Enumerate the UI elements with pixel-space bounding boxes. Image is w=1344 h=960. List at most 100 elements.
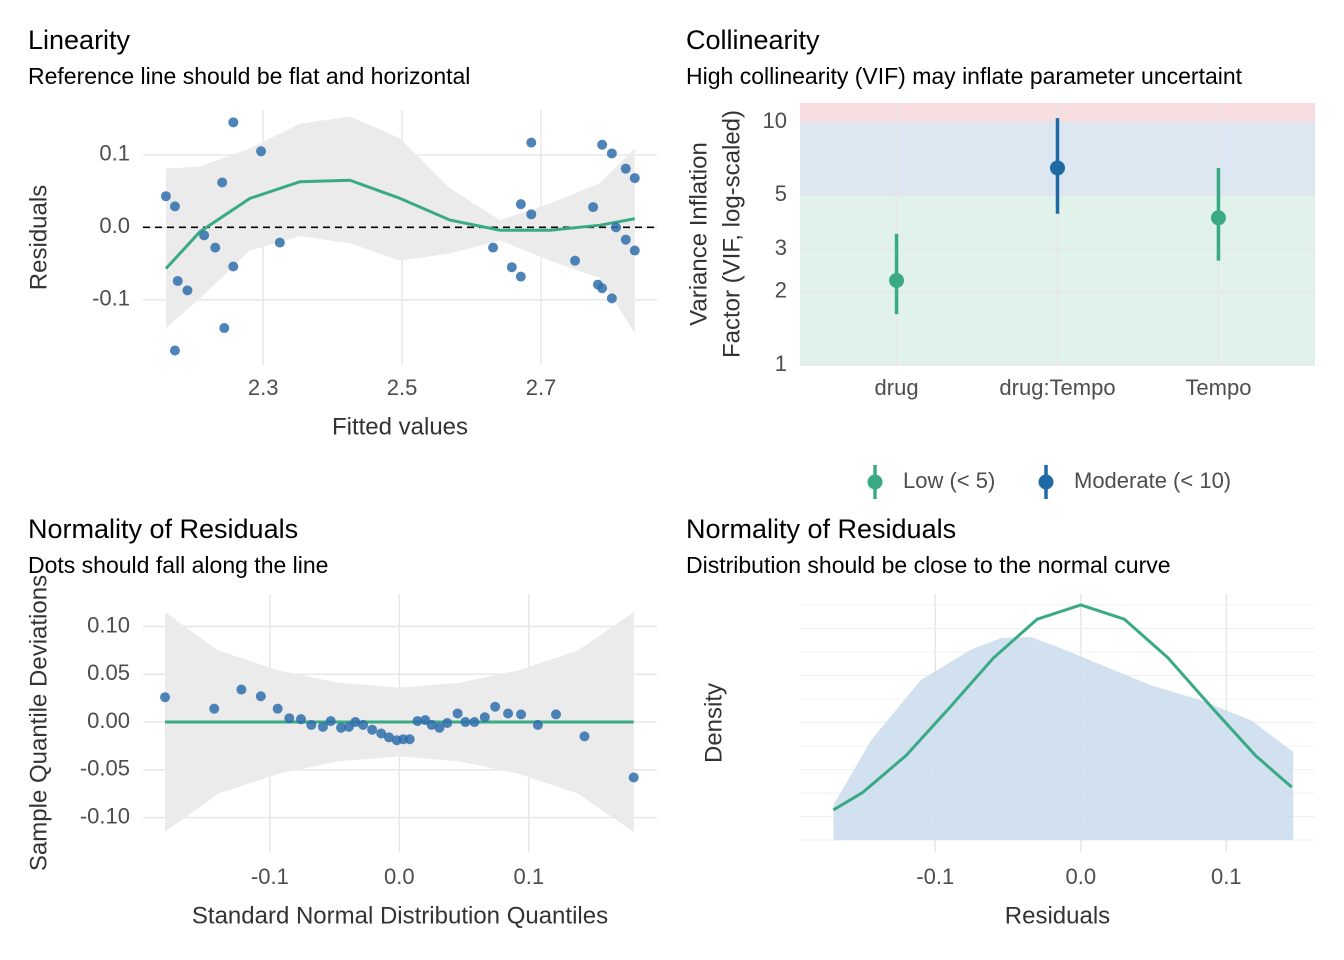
y-tick-label: 2 (775, 278, 787, 303)
residual-point (350, 717, 361, 728)
residual-point (488, 242, 499, 253)
panel-subtitle: High collinearity (VIF) may inflate para… (686, 63, 1243, 89)
y-tick-label: -0.10 (80, 803, 130, 828)
x-tick-label: -0.1 (251, 864, 289, 889)
residual-point (503, 708, 514, 719)
residual-point (629, 173, 640, 184)
residual-point (228, 117, 239, 128)
residual-point (367, 724, 378, 735)
y-tick-label: 0.10 (87, 612, 130, 637)
residual-point (460, 717, 471, 728)
residual-point (383, 732, 394, 743)
x-axis-title: Residuals (1005, 902, 1110, 929)
residual-point (219, 323, 230, 334)
x-tick-label: 2.5 (387, 375, 418, 400)
vif-point (1050, 160, 1065, 176)
residual-point (551, 709, 562, 720)
y-tick-label: 3 (775, 235, 787, 260)
residual-point (256, 146, 267, 157)
panel-title: Normality of Residuals (686, 514, 956, 544)
y-axis-title: Factor (VIF, log-scaled) (718, 110, 745, 358)
x-tick-label: drug (875, 375, 919, 400)
panel-title: Collinearity (686, 25, 820, 55)
residual-point (469, 717, 480, 728)
confidence-band (165, 116, 635, 334)
residual-point (532, 719, 543, 730)
y-axis-title: Sample Quantile Deviations (25, 575, 52, 871)
panel-title: Linearity (28, 25, 131, 55)
y-tick-label: 0.05 (87, 660, 130, 685)
vif-point (1210, 210, 1226, 226)
y-tick-label: -0.1 (92, 286, 130, 311)
y-axis-title: Variance Inflation (685, 142, 712, 326)
residual-point (358, 719, 369, 730)
panel-subtitle: Distribution should be close to the norm… (686, 552, 1171, 578)
x-tick-label: Tempo (1185, 375, 1251, 400)
residual-point (570, 255, 581, 266)
residual-point (515, 271, 526, 282)
residual-point (284, 713, 295, 724)
y-tick-label: 0.0 (99, 213, 130, 238)
residual-point (479, 712, 490, 723)
x-tick-label: drug:Tempo (999, 375, 1115, 400)
fit-line (164, 178, 636, 270)
legend-label: Low (< 5) (903, 468, 995, 493)
legend-key (1038, 474, 1054, 490)
residual-point (620, 234, 631, 245)
residual-point (172, 275, 183, 286)
y-tick-label: 0.1 (99, 141, 130, 166)
residual-point (274, 237, 285, 248)
x-axis-title: Fitted values (332, 413, 468, 440)
residual-point (199, 230, 210, 241)
panel-title: Normality of Residuals (28, 514, 298, 544)
legend-label: Moderate (< 10) (1074, 468, 1231, 493)
residual-point (434, 722, 445, 733)
residual-point (209, 703, 220, 714)
x-tick-label: 0.0 (1065, 864, 1096, 889)
residual-point (490, 701, 501, 712)
y-tick-label: -0.05 (80, 756, 130, 781)
residual-point (611, 222, 622, 233)
normal-curve (832, 603, 1293, 812)
residual-point (606, 293, 617, 304)
residual-point (628, 772, 639, 783)
residual-point (412, 716, 423, 727)
residual-point (516, 709, 527, 720)
y-tick-label: 10 (763, 108, 787, 133)
residual-point (236, 684, 247, 695)
residual-point (376, 728, 387, 739)
vif-point (889, 272, 905, 288)
residual-point (442, 718, 453, 728)
residual-point (182, 285, 193, 296)
residual-point (526, 137, 537, 148)
residual-point (169, 201, 180, 212)
residual-point (336, 722, 347, 733)
residual-point (506, 262, 517, 273)
residual-point (620, 163, 631, 174)
residual-point (160, 692, 171, 703)
y-tick-label: 1 (775, 351, 787, 376)
x-tick-label: 0.0 (384, 864, 415, 889)
residual-point (325, 716, 336, 727)
residual-point (515, 199, 526, 210)
y-axis-title: Residuals (25, 185, 52, 290)
y-axis-title: Density (700, 683, 727, 763)
residual-point (317, 721, 328, 732)
residual-point (404, 734, 415, 745)
density-area (833, 637, 1294, 841)
residual-point (255, 691, 266, 702)
residual-point (169, 345, 180, 356)
residual-point (160, 191, 171, 202)
residual-point (606, 148, 617, 159)
residual-point (210, 242, 221, 253)
residual-point (217, 177, 228, 188)
x-tick-label: -0.1 (916, 864, 954, 889)
residual-point (526, 209, 537, 220)
y-tick-label: 0.00 (87, 708, 130, 733)
x-tick-label: 2.7 (526, 375, 557, 400)
y-tick-label: 5 (775, 181, 787, 206)
legend-key (867, 474, 883, 490)
residual-point (588, 202, 599, 213)
x-tick-label: 0.1 (514, 864, 545, 889)
